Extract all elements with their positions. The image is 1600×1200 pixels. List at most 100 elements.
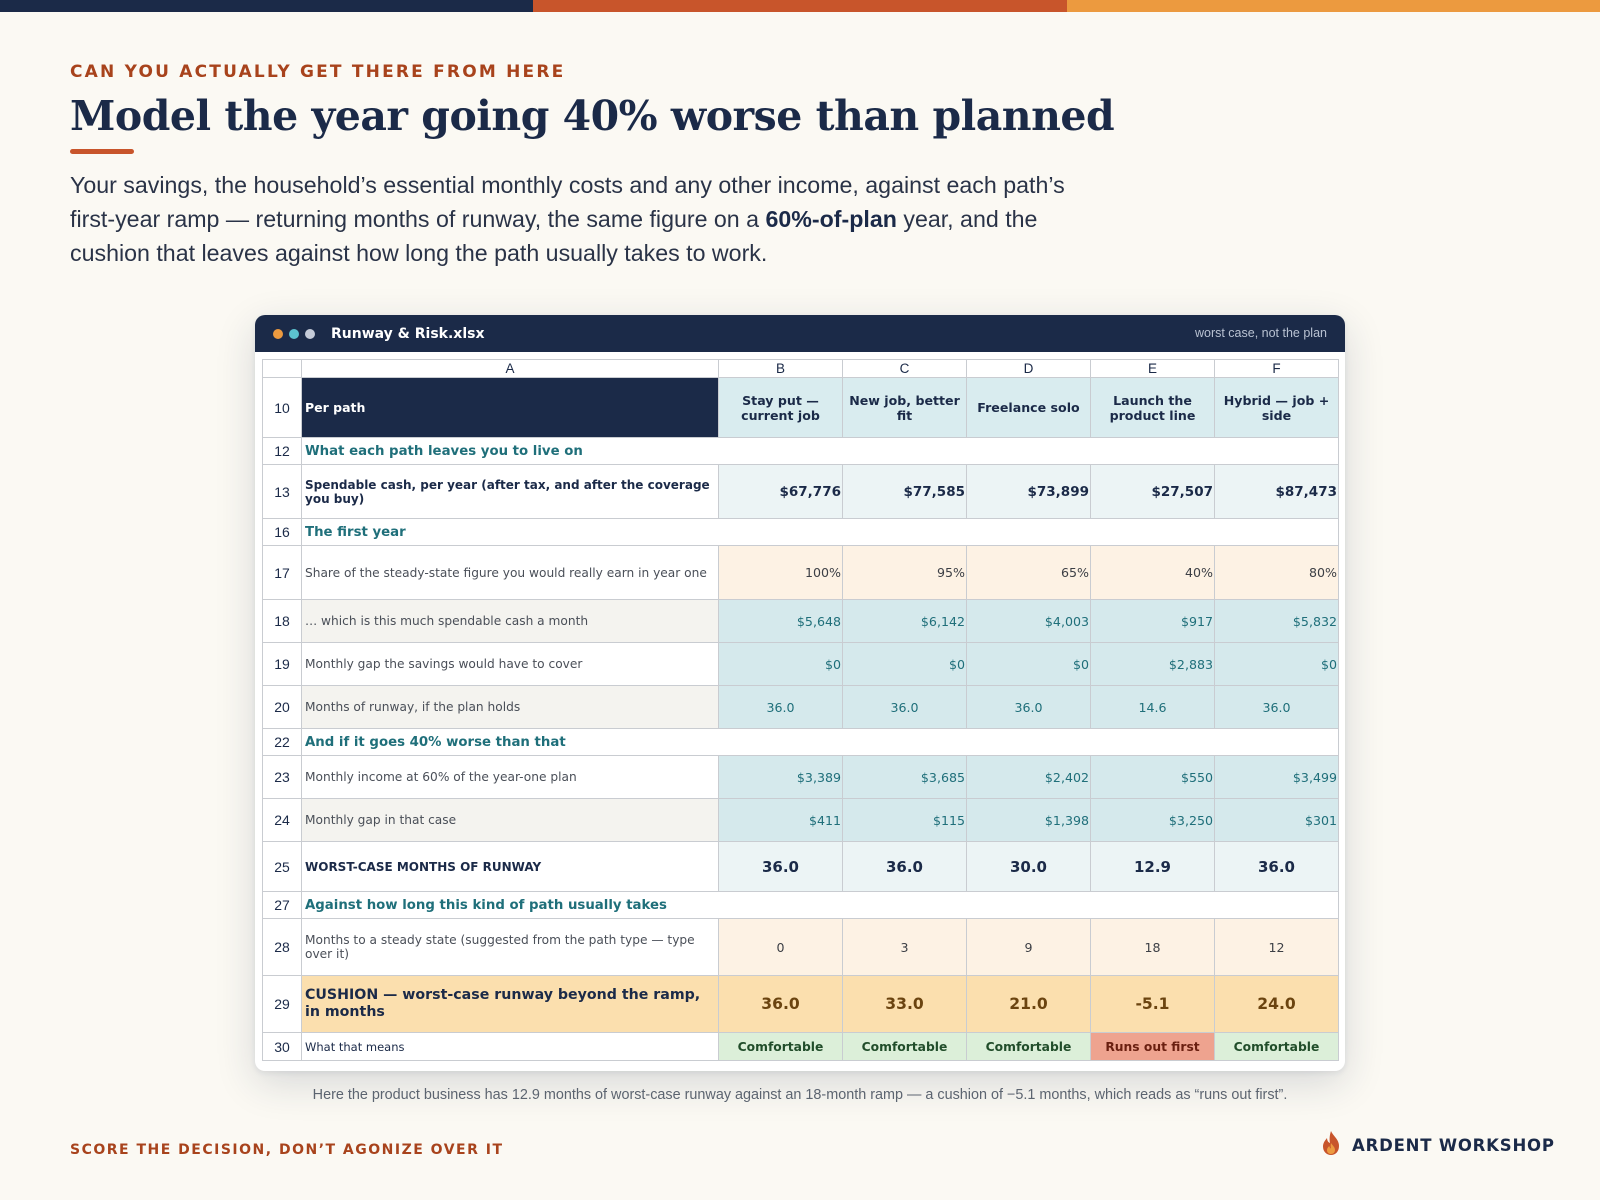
cell-value[interactable]: $0 xyxy=(842,642,967,686)
row-number[interactable]: 24 xyxy=(262,798,302,842)
path-header-cell[interactable]: Stay put — current job xyxy=(718,377,843,438)
cell-value[interactable]: 36.0 xyxy=(966,685,1091,729)
section-heading[interactable]: Against how long this kind of path usual… xyxy=(301,891,1339,919)
spreadsheet-grid[interactable]: A B C D E F 10 Per path Stay put — curre… xyxy=(262,359,1339,1061)
verdict-badge[interactable]: Comfortable xyxy=(718,1032,843,1061)
cell-value[interactable]: $5,648 xyxy=(718,599,843,643)
row-label[interactable]: Spendable cash, per year (after tax, and… xyxy=(301,464,719,519)
corner-cell[interactable] xyxy=(262,359,302,378)
row-label[interactable]: Monthly income at 60% of the year-one pl… xyxy=(301,755,719,799)
cushion-cell[interactable]: 24.0 xyxy=(1214,975,1339,1033)
row-number[interactable]: 27 xyxy=(262,891,302,919)
cell-value[interactable]: $0 xyxy=(718,642,843,686)
row-number[interactable]: 13 xyxy=(262,464,302,519)
column-header-e[interactable]: E xyxy=(1090,359,1215,378)
input-cell[interactable]: 0 xyxy=(718,918,843,976)
section-heading[interactable]: And if it goes 40% worse than that xyxy=(301,728,1339,756)
column-header-f[interactable]: F xyxy=(1214,359,1339,378)
cell-value[interactable]: $411 xyxy=(718,798,843,842)
input-cell[interactable]: 80% xyxy=(1214,545,1339,600)
row-label[interactable]: … which is this much spendable cash a mo… xyxy=(301,599,719,643)
row-number[interactable]: 25 xyxy=(262,841,302,892)
input-cell[interactable]: 12 xyxy=(1214,918,1339,976)
input-cell[interactable]: 100% xyxy=(718,545,843,600)
cell-value[interactable]: $77,585 xyxy=(842,464,967,519)
cell-value[interactable]: $3,389 xyxy=(718,755,843,799)
worst-case-runway-cell[interactable]: 12.9 xyxy=(1090,841,1215,892)
cell-value[interactable]: 36.0 xyxy=(1214,685,1339,729)
cell-value[interactable]: $3,250 xyxy=(1090,798,1215,842)
column-header-c[interactable]: C xyxy=(842,359,967,378)
cushion-cell[interactable]: -5.1 xyxy=(1090,975,1215,1033)
row-number[interactable]: 20 xyxy=(262,685,302,729)
worst-case-runway-cell[interactable]: 36.0 xyxy=(718,841,843,892)
input-cell[interactable]: 3 xyxy=(842,918,967,976)
section-heading[interactable]: The first year xyxy=(301,518,1339,546)
window-dot-minimize-icon[interactable] xyxy=(289,328,299,339)
cell-value[interactable]: $3,499 xyxy=(1214,755,1339,799)
window-dot-maximize-icon[interactable] xyxy=(305,328,315,339)
cell-value[interactable]: $27,507 xyxy=(1090,464,1215,519)
column-header-a[interactable]: A xyxy=(301,359,719,378)
verdict-badge[interactable]: Comfortable xyxy=(842,1032,967,1061)
row-number[interactable]: 28 xyxy=(262,918,302,976)
cell-value[interactable]: $2,883 xyxy=(1090,642,1215,686)
input-cell[interactable]: 40% xyxy=(1090,545,1215,600)
cell-value[interactable]: $87,473 xyxy=(1214,464,1339,519)
input-cell[interactable]: 65% xyxy=(966,545,1091,600)
row-label[interactable]: WORST-CASE MONTHS OF RUNWAY xyxy=(301,841,719,892)
row-number[interactable]: 29 xyxy=(262,975,302,1033)
cell-value[interactable]: 36.0 xyxy=(718,685,843,729)
row-label[interactable]: What that means xyxy=(301,1032,719,1061)
cell-value[interactable]: $2,402 xyxy=(966,755,1091,799)
cell-value[interactable]: 36.0 xyxy=(842,685,967,729)
section-heading[interactable]: What each path leaves you to live on xyxy=(301,437,1339,465)
cell-value[interactable]: $6,142 xyxy=(842,599,967,643)
cushion-cell[interactable]: 36.0 xyxy=(718,975,843,1033)
worst-case-runway-cell[interactable]: 36.0 xyxy=(842,841,967,892)
cushion-cell[interactable]: 33.0 xyxy=(842,975,967,1033)
row-label[interactable]: Monthly gap the savings would have to co… xyxy=(301,642,719,686)
cell-value[interactable]: $917 xyxy=(1090,599,1215,643)
cell-value[interactable]: $550 xyxy=(1090,755,1215,799)
cell-value[interactable]: $3,685 xyxy=(842,755,967,799)
row-label[interactable]: Share of the steady-state figure you wou… xyxy=(301,545,719,600)
row-number[interactable]: 10 xyxy=(262,377,302,438)
cell-value[interactable]: $0 xyxy=(1214,642,1339,686)
row-number[interactable]: 19 xyxy=(262,642,302,686)
cell-value[interactable]: $1,398 xyxy=(966,798,1091,842)
cell-value[interactable]: $67,776 xyxy=(718,464,843,519)
worst-case-runway-cell[interactable]: 36.0 xyxy=(1214,841,1339,892)
cell-value[interactable]: $115 xyxy=(842,798,967,842)
row-label[interactable]: Months of runway, if the plan holds xyxy=(301,685,719,729)
path-header-cell[interactable]: Hybrid — job + side xyxy=(1214,377,1339,438)
verdict-badge[interactable]: Comfortable xyxy=(966,1032,1091,1061)
row-label[interactable]: Monthly gap in that case xyxy=(301,798,719,842)
input-cell[interactable]: 95% xyxy=(842,545,967,600)
row-number[interactable]: 23 xyxy=(262,755,302,799)
row-number[interactable]: 17 xyxy=(262,545,302,600)
cell-value[interactable]: $73,899 xyxy=(966,464,1091,519)
row-number[interactable]: 16 xyxy=(262,518,302,546)
row-number[interactable]: 22 xyxy=(262,728,302,756)
column-header-b[interactable]: B xyxy=(718,359,843,378)
column-header-d[interactable]: D xyxy=(966,359,1091,378)
path-header-cell[interactable]: Freelance solo xyxy=(966,377,1091,438)
cell-value[interactable]: $5,832 xyxy=(1214,599,1339,643)
input-cell[interactable]: 9 xyxy=(966,918,1091,976)
row-label[interactable]: Months to a steady state (suggested from… xyxy=(301,918,719,976)
cell-value[interactable]: $301 xyxy=(1214,798,1339,842)
verdict-badge[interactable]: Runs out first xyxy=(1090,1032,1215,1061)
worst-case-runway-cell[interactable]: 30.0 xyxy=(966,841,1091,892)
input-cell[interactable]: 18 xyxy=(1090,918,1215,976)
path-header-label[interactable]: Per path xyxy=(301,377,719,438)
row-number[interactable]: 30 xyxy=(262,1032,302,1061)
cell-value[interactable]: $0 xyxy=(966,642,1091,686)
path-header-cell[interactable]: Launch the product line xyxy=(1090,377,1215,438)
verdict-badge[interactable]: Comfortable xyxy=(1214,1032,1339,1061)
cell-value[interactable]: $4,003 xyxy=(966,599,1091,643)
row-label[interactable]: CUSHION — worst-case runway beyond the r… xyxy=(301,975,719,1033)
window-dot-close-icon[interactable] xyxy=(273,328,283,339)
path-header-cell[interactable]: New job, better fit xyxy=(842,377,967,438)
row-number[interactable]: 18 xyxy=(262,599,302,643)
